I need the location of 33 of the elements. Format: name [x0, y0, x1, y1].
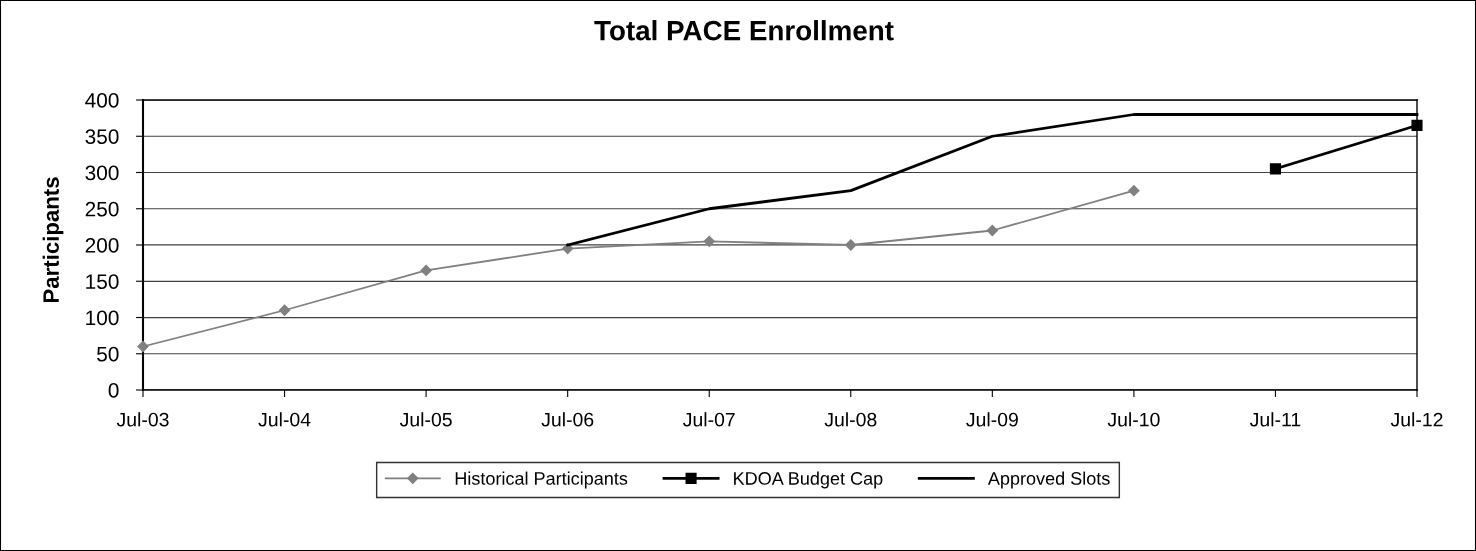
point [278, 304, 291, 316]
y-axis-title: Participants [42, 177, 64, 303]
point [1128, 185, 1140, 197]
y-tick-label: 0 [108, 383, 119, 398]
y-tick-label: 100 [86, 310, 119, 326]
x-tick-label: Jul-08 [824, 412, 877, 427]
point [986, 224, 998, 237]
point [137, 340, 149, 353]
legend-label: Historical Participants [455, 471, 628, 489]
point [703, 235, 715, 247]
x-tick-label: Jul-07 [683, 412, 735, 427]
x-tick-label: Jul-09 [966, 412, 1018, 427]
legend-label: Approved Slots [987, 471, 1110, 489]
y-tick-label: 250 [85, 201, 119, 217]
point [845, 239, 857, 251]
y-tick-label: 50 [97, 346, 119, 362]
point [1411, 119, 1423, 131]
point [420, 264, 432, 276]
x-tick-label: Jul-12 [1390, 412, 1443, 427]
point [1269, 163, 1282, 175]
legend-label: KDOA Budget Cap [734, 471, 883, 489]
x-tick-label: Jul-04 [258, 412, 311, 427]
y-tick-label: 350 [85, 129, 119, 144]
x-tick-label: Jul-03 [116, 412, 169, 427]
y-tick-label: 400 [85, 93, 119, 108]
x-tick-label: Jul-05 [399, 412, 452, 427]
y-tick-label: 300 [85, 165, 119, 181]
y-tick-label: 200 [85, 238, 119, 253]
chart-title: Total PACE Enrollment [594, 20, 894, 41]
x-tick-label: Jul-11 [1249, 412, 1301, 427]
x-tick-label: Jul-06 [541, 412, 594, 427]
y-tick-label: 150 [86, 274, 119, 289]
x-tick-label: Jul-10 [1107, 412, 1160, 427]
